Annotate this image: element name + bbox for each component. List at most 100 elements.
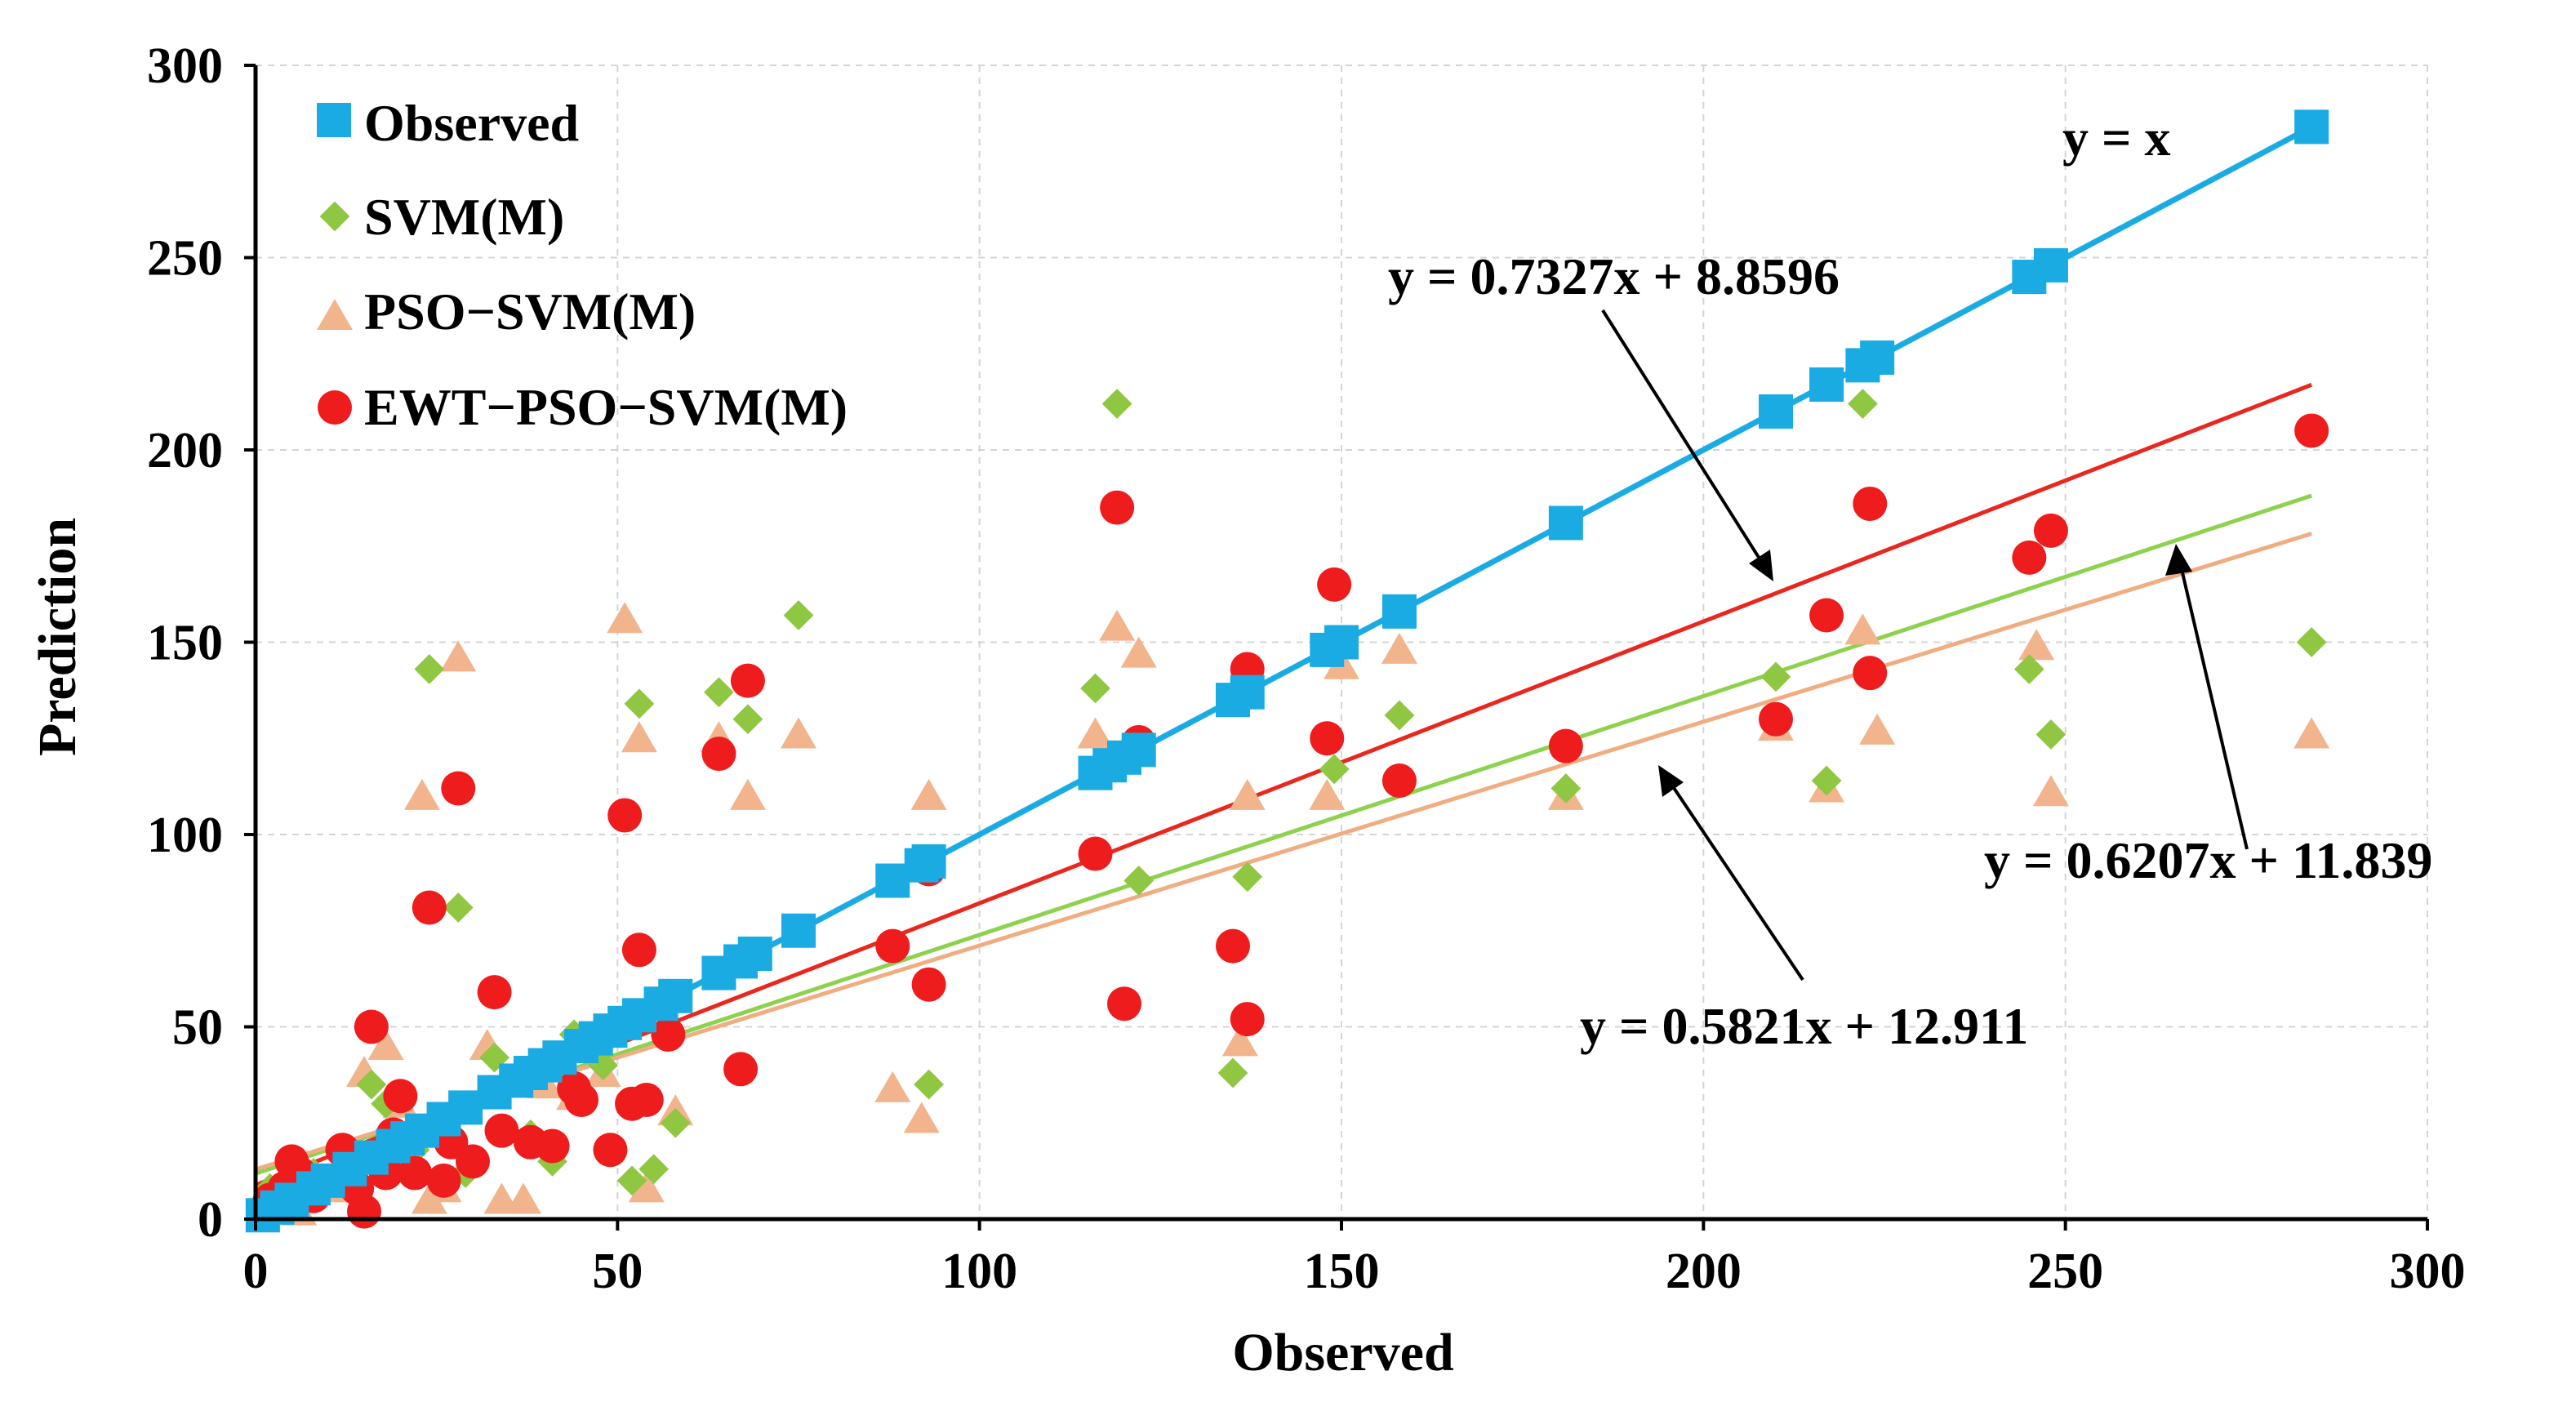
pso-svm-point bbox=[874, 1070, 911, 1102]
pso-svm-point bbox=[1120, 636, 1157, 668]
legend-label-svm: SVM(M) bbox=[364, 188, 564, 246]
svm-point bbox=[1811, 765, 1842, 796]
arrow-ewt bbox=[1601, 309, 1769, 573]
legend-label-observed: Observed bbox=[364, 94, 579, 152]
svm-point bbox=[1848, 389, 1878, 419]
svm-point bbox=[638, 1154, 670, 1185]
x-axis-title: Observed bbox=[1232, 1323, 1453, 1382]
pso-svm-point bbox=[367, 1029, 404, 1061]
pso-svm-point bbox=[621, 721, 657, 753]
ewt-pso-svm-point bbox=[456, 1144, 490, 1179]
arrow-pso bbox=[1664, 774, 1804, 981]
ewt-pso-svm-point bbox=[1100, 490, 1135, 525]
legend-label-ewt-pso-svm: EWT−PSO−SVM(M) bbox=[364, 378, 848, 436]
svm-point bbox=[732, 704, 763, 735]
legend-label-pso-svm: PSO−SVM(M) bbox=[364, 283, 696, 341]
svm-point bbox=[1232, 861, 1263, 892]
ewt-pso-svm-point bbox=[701, 737, 736, 772]
ewt-pso-svm-point bbox=[1853, 656, 1888, 691]
svm-point bbox=[414, 654, 445, 684]
annotation-arrows bbox=[1601, 309, 2249, 981]
data-points bbox=[245, 109, 2330, 1233]
ewt-pso-svm-point bbox=[347, 1194, 381, 1229]
ewt-pso-svm-point bbox=[2294, 413, 2329, 448]
x-tick-label: 50 bbox=[592, 1244, 643, 1299]
observed-point bbox=[1860, 340, 1895, 375]
ewt-pso-svm-point bbox=[1216, 928, 1250, 964]
svm-point bbox=[2013, 654, 2044, 684]
svm-point bbox=[914, 1069, 944, 1100]
pso-svm-point bbox=[1229, 778, 1266, 810]
observed-point bbox=[2033, 247, 2068, 283]
pso-svm-point bbox=[1221, 1025, 1258, 1057]
pso-svm-point bbox=[2032, 775, 2069, 807]
legend: Observed SVM(M) PSO−SVM(M) EWT−PSO−SVM(M… bbox=[317, 94, 848, 436]
ewt-pso-svm-point bbox=[1107, 986, 1141, 1022]
ewt-pso-svm-point bbox=[354, 1009, 389, 1044]
ewt-pso-svm-point bbox=[875, 928, 910, 964]
ewt-pso-svm-point bbox=[535, 1128, 570, 1164]
ewt-pso-svm-point bbox=[621, 933, 656, 968]
pso-svm-point bbox=[607, 602, 643, 634]
y-tick-label: 0 bbox=[198, 1192, 223, 1248]
ewt-pso-svm-point bbox=[412, 890, 447, 925]
observed-point bbox=[1809, 367, 1844, 402]
eq-label-identity: y = x bbox=[2062, 109, 2170, 167]
ewt-pso-svm-point bbox=[383, 1079, 418, 1114]
arrow-head-svm bbox=[2165, 544, 2192, 576]
observed-point bbox=[1381, 594, 1417, 629]
ewt-pso-svm-point bbox=[1230, 1002, 1265, 1037]
observed-point bbox=[658, 978, 693, 1013]
svm-point bbox=[1550, 773, 1582, 803]
y-tick-label: 200 bbox=[147, 423, 223, 478]
eq-label-svm: y = 0.6207x + 11.839 bbox=[1984, 831, 2432, 889]
observed-point bbox=[781, 913, 816, 948]
ewt-pso-svm-point bbox=[1853, 486, 1888, 521]
svm-point bbox=[1123, 866, 1155, 896]
svm-point bbox=[443, 892, 474, 923]
pso-svm-point bbox=[729, 778, 766, 810]
ewt-pso-svm-point bbox=[723, 1052, 759, 1087]
observed-point bbox=[2294, 109, 2329, 145]
ewt-pso-svm-point bbox=[607, 798, 643, 833]
ewt-pso-svm-point bbox=[398, 1155, 433, 1191]
y-tick-label: 250 bbox=[147, 231, 223, 287]
arrow-head-ewt bbox=[1749, 550, 1773, 581]
svm-point bbox=[1101, 389, 1132, 419]
equation-annotations: y = x y = 0.7327x + 8.8596 y = 0.6207x +… bbox=[1388, 109, 2432, 1055]
y-tick-label: 150 bbox=[147, 616, 223, 671]
observed-point bbox=[448, 1090, 483, 1125]
y-tick-label: 300 bbox=[147, 38, 223, 94]
x-tick-label: 0 bbox=[243, 1244, 269, 1299]
x-tick-label: 200 bbox=[1666, 1244, 1742, 1299]
observed-point bbox=[1548, 505, 1583, 541]
svm-point bbox=[704, 677, 734, 708]
observed-point bbox=[1230, 674, 1265, 710]
x-tick-label: 150 bbox=[1304, 1244, 1380, 1299]
pso-svm-point bbox=[1859, 713, 1896, 745]
eq-label-ewt: y = 0.7327x + 8.8596 bbox=[1388, 247, 1840, 305]
pso-svm-point bbox=[903, 1102, 940, 1133]
observed-point bbox=[737, 937, 772, 972]
x-tick-label: 250 bbox=[2027, 1244, 2103, 1299]
pso-svm-point bbox=[1099, 609, 1136, 641]
ewt-pso-svm-point bbox=[911, 967, 946, 1002]
svm-point bbox=[1319, 754, 1350, 785]
observed-point bbox=[911, 843, 946, 879]
svm-point bbox=[1080, 673, 1110, 704]
pso-svm-point bbox=[781, 717, 816, 749]
ewt-pso-svm-point bbox=[593, 1133, 628, 1168]
eq-label-pso: y = 0.5821x + 12.911 bbox=[1580, 997, 2028, 1055]
pso-svm-point bbox=[2293, 717, 2330, 749]
legend-marker-pso-svm bbox=[317, 299, 353, 330]
ewt-pso-svm-point bbox=[564, 1082, 598, 1117]
pso-svm-point bbox=[1381, 632, 1417, 664]
pso-svm-point bbox=[2018, 629, 2055, 661]
ewt-pso-svm-point bbox=[730, 663, 765, 698]
ewt-pso-svm-point bbox=[629, 1082, 664, 1117]
ewt-pso-svm-point bbox=[651, 1017, 686, 1052]
pso-svm-point bbox=[628, 1171, 665, 1203]
ewt-pso-svm-point bbox=[426, 1163, 461, 1198]
svm-point bbox=[1384, 700, 1415, 731]
